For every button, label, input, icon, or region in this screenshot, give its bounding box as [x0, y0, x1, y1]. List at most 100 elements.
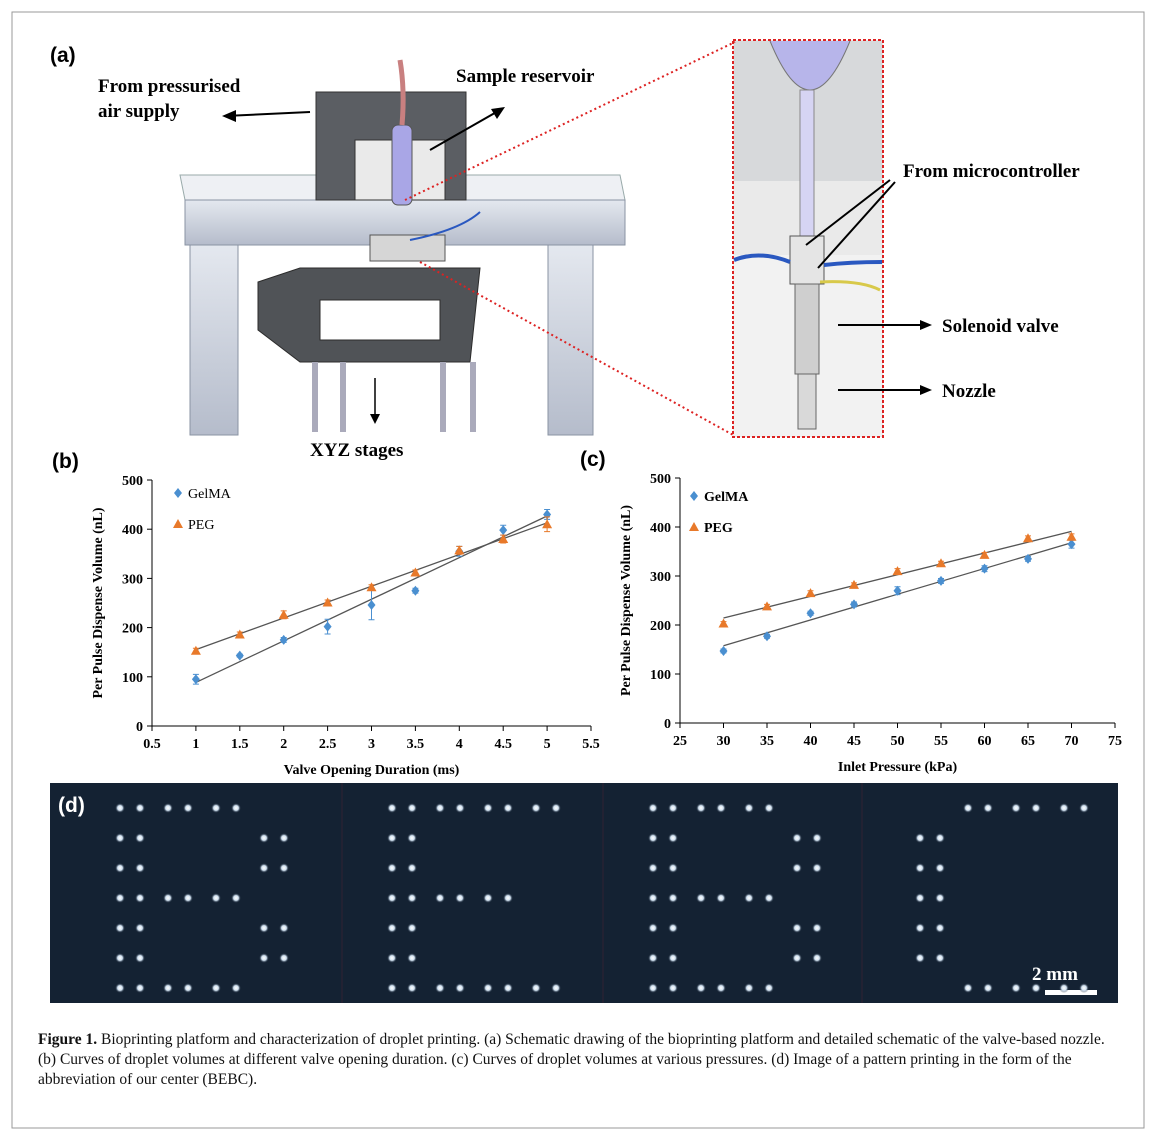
droplet — [696, 983, 706, 993]
droplet — [503, 983, 513, 993]
data-point — [499, 525, 507, 535]
legend-label: GelMA — [704, 490, 749, 505]
droplet — [259, 863, 269, 873]
y-tick-label: 200 — [122, 622, 143, 637]
x-tick-label: 0.5 — [143, 737, 161, 752]
droplet — [668, 863, 678, 873]
droplet — [455, 983, 465, 993]
droplet — [387, 983, 397, 993]
droplet — [668, 893, 678, 903]
y-tick-label: 300 — [650, 570, 671, 585]
droplet — [668, 983, 678, 993]
droplet — [648, 953, 658, 963]
droplet — [792, 953, 802, 963]
droplet — [812, 953, 822, 963]
y-tick-label: 400 — [122, 523, 143, 538]
droplet — [135, 833, 145, 843]
droplet — [407, 893, 417, 903]
droplet — [531, 983, 541, 993]
droplet — [648, 893, 658, 903]
droplet — [935, 833, 945, 843]
droplet — [259, 833, 269, 843]
data-point — [235, 629, 245, 638]
droplet — [648, 923, 658, 933]
data-point — [173, 519, 183, 528]
data-point — [323, 598, 333, 607]
x-tick-label: 60 — [978, 734, 992, 749]
droplet — [764, 803, 774, 813]
panel-label: (d) — [58, 794, 85, 817]
droplet — [135, 803, 145, 813]
scale-bar-label: 2 mm — [1032, 964, 1078, 985]
annotation: Sample reservoir — [456, 66, 595, 87]
droplet — [387, 923, 397, 933]
x-tick-label: 55 — [934, 734, 948, 749]
droplet — [211, 803, 221, 813]
annotation: From microcontroller — [903, 161, 1080, 182]
legend-label: PEG — [188, 518, 214, 533]
panel-label: (b) — [52, 450, 79, 473]
droplet — [935, 893, 945, 903]
droplet — [435, 893, 445, 903]
droplet — [716, 893, 726, 903]
data-point — [236, 651, 244, 661]
droplet — [483, 803, 493, 813]
droplet — [183, 803, 193, 813]
data-point — [279, 610, 289, 619]
droplet — [915, 863, 925, 873]
droplet — [1031, 803, 1041, 813]
x-tick-label: 5 — [544, 737, 551, 752]
droplet — [259, 923, 269, 933]
droplet — [279, 863, 289, 873]
y-tick-label: 500 — [122, 474, 143, 489]
data-point — [690, 491, 698, 501]
droplet — [696, 893, 706, 903]
x-tick-label: 30 — [717, 734, 731, 749]
annotation: Nozzle — [942, 381, 996, 402]
droplet — [915, 833, 925, 843]
droplet — [115, 803, 125, 813]
droplet — [935, 923, 945, 933]
data-point — [174, 488, 182, 498]
droplet — [792, 923, 802, 933]
platform-drawing — [180, 40, 932, 437]
data-point — [720, 646, 728, 656]
droplet — [483, 983, 493, 993]
droplet — [279, 833, 289, 843]
droplet — [115, 923, 125, 933]
droplet — [483, 893, 493, 903]
droplet — [551, 983, 561, 993]
droplet — [115, 863, 125, 873]
data-point — [1067, 532, 1077, 541]
droplet — [963, 983, 973, 993]
droplet — [812, 923, 822, 933]
data-point — [689, 522, 699, 531]
droplet — [183, 893, 193, 903]
x-tick-label: 70 — [1065, 734, 1079, 749]
data-point — [368, 600, 376, 610]
droplet — [163, 893, 173, 903]
droplet — [279, 953, 289, 963]
droplet — [115, 893, 125, 903]
droplet — [744, 983, 754, 993]
x-tick-label: 5.5 — [582, 737, 600, 752]
x-axis-label: Valve Opening Duration (ms) — [284, 763, 460, 778]
droplet — [135, 893, 145, 903]
figure: (a) From pressurised air supply Sample r… — [0, 0, 1153, 1138]
x-tick-label: 25 — [673, 734, 687, 749]
droplet — [163, 803, 173, 813]
droplet — [407, 953, 417, 963]
panel-label: (c) — [580, 448, 606, 471]
droplet — [792, 863, 802, 873]
droplet — [407, 803, 417, 813]
x-tick-label: 75 — [1108, 734, 1122, 749]
data-point — [280, 635, 288, 645]
droplet — [648, 863, 658, 873]
caption-text: Bioprinting platform and characterizatio… — [38, 1031, 1105, 1088]
y-tick-label: 0 — [664, 717, 671, 732]
droplet — [764, 893, 774, 903]
droplet — [435, 983, 445, 993]
x-tick-label: 3.5 — [407, 737, 425, 752]
droplet — [387, 803, 397, 813]
droplet — [935, 863, 945, 873]
